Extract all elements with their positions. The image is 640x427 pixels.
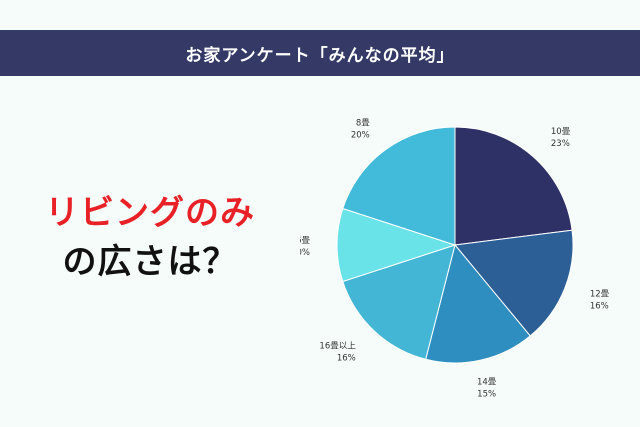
pie-slice [425,243,531,364]
slice-percent: 16% [590,301,609,311]
slice-label: 14畳 [477,378,497,388]
slice-label: 8畳 [356,119,370,129]
slice-label: 12畳 [590,289,610,299]
slice-label: 10畳 [551,127,571,137]
pie-slice [454,126,573,246]
header-title: お家アンケート「みんなの平均」 [185,45,455,66]
pie-slice [454,229,574,337]
slice-label: 6畳 [300,236,310,246]
pie-slice [342,126,456,246]
pie-chart-svg: 10畳 23% 12畳 16% 14畳 15% 16畳以上 16% 6畳 10% 8畳 20% [300,119,610,400]
pie-slice [342,244,456,360]
headline-line-1: リビングのみ [45,193,255,233]
pie-chart: 10畳 23% 12畳 16% 14畳 15% 16畳以上 16% 6畳 10% 8畳 20% [300,110,630,410]
slice-percent: 15% [477,390,496,400]
slice-percent: 20% [351,131,370,141]
slice-percent: 10% [300,248,310,258]
header-banner: お家アンケート「みんなの平均」 [0,30,640,76]
slice-percent: 16% [337,354,356,364]
slice-label: 16畳以上 [319,342,356,352]
headline-line-2: の広さは？ [62,241,238,282]
pie-slice [336,207,457,283]
headline: リビングのみ の広さは？ [0,192,300,283]
slice-percent: 23% [551,139,570,149]
